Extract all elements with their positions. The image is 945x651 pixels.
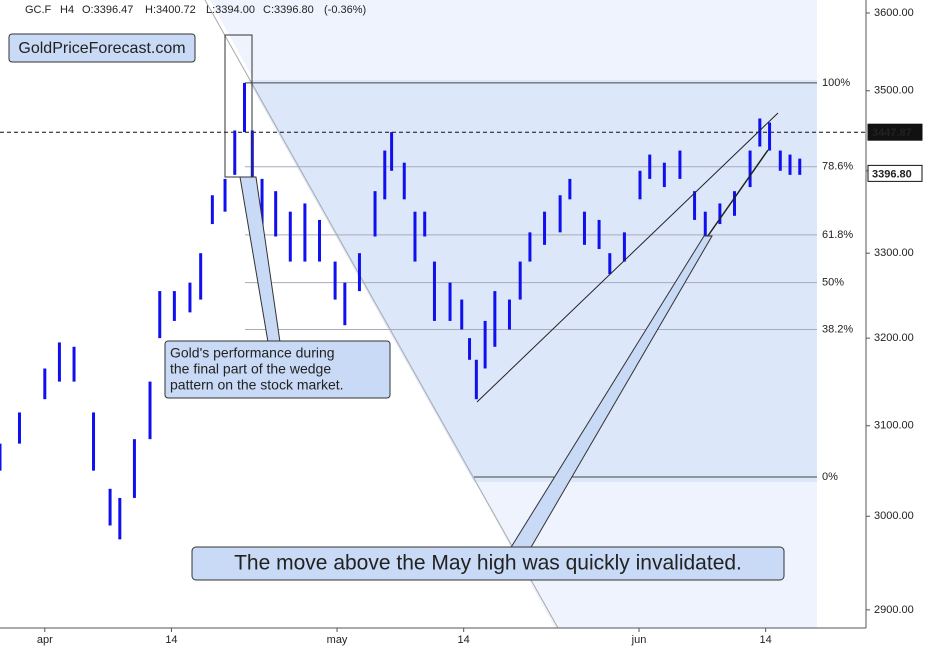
x-tick-label: may (327, 634, 348, 646)
fib-label: 78.6% (822, 161, 853, 173)
fib-label: 100% (822, 77, 850, 89)
note-box (191, 546, 785, 581)
y-tick-label: 3000.00 (874, 510, 914, 522)
note-line: pattern on the stock market. (170, 377, 344, 393)
x-tick-label: 14 (760, 634, 772, 646)
x-tick-label: 14 (165, 634, 177, 646)
grid: 2900.003000.003100.003200.003300.003400.… (0, 7, 923, 646)
header: GC.F H4 O:3396.47 H:3400.72 L:3394.00 C:… (25, 4, 366, 16)
change: (-0.36%) (324, 4, 366, 16)
note: The move above the May high was quickly … (234, 552, 742, 575)
fib-zone (248, 80, 817, 482)
brand-box (8, 33, 196, 63)
y-tick-label: 3300.00 (874, 247, 914, 259)
interval: H4 (60, 4, 74, 16)
fib-label: 61.8% (822, 229, 853, 241)
brand: GoldPriceForecast.com (18, 40, 185, 57)
close: C:3396.80 (263, 4, 314, 16)
callout-pointer (239, 176, 281, 343)
fib-label: 0% (822, 471, 838, 483)
high: H:3400.72 (145, 4, 196, 16)
y-tick-label: 3600.00 (874, 7, 914, 19)
x-tick-label: apr (37, 634, 53, 646)
trend-line (704, 149, 769, 241)
note-box (164, 340, 391, 399)
y-tick-label: 3100.00 (874, 420, 914, 432)
note-line: the final part of the wedge (170, 361, 331, 377)
trend-line (476, 112, 779, 403)
peak-box (224, 34, 253, 178)
open: O:3396.47 (82, 4, 133, 16)
x-tick-label: jun (631, 634, 647, 646)
fib-label: 38.2% (822, 323, 853, 335)
low: L:3394.00 (206, 4, 255, 16)
x-tick-label: 14 (458, 634, 470, 646)
price-tag-label: 3396.80 (872, 168, 912, 180)
symbol: GC.F (25, 4, 52, 16)
note-line: Gold's performance during (170, 345, 335, 361)
y-tick-label: 2900.00 (874, 604, 914, 616)
price-tag (867, 123, 923, 141)
y-tick-label: 3200.00 (874, 332, 914, 344)
fib-label: 50% (822, 277, 844, 289)
diagonal (204, 0, 559, 629)
price-tag-label: 3447.87 (872, 127, 912, 139)
price-tag (867, 164, 923, 182)
y-tick-label: 3500.00 (874, 85, 914, 97)
